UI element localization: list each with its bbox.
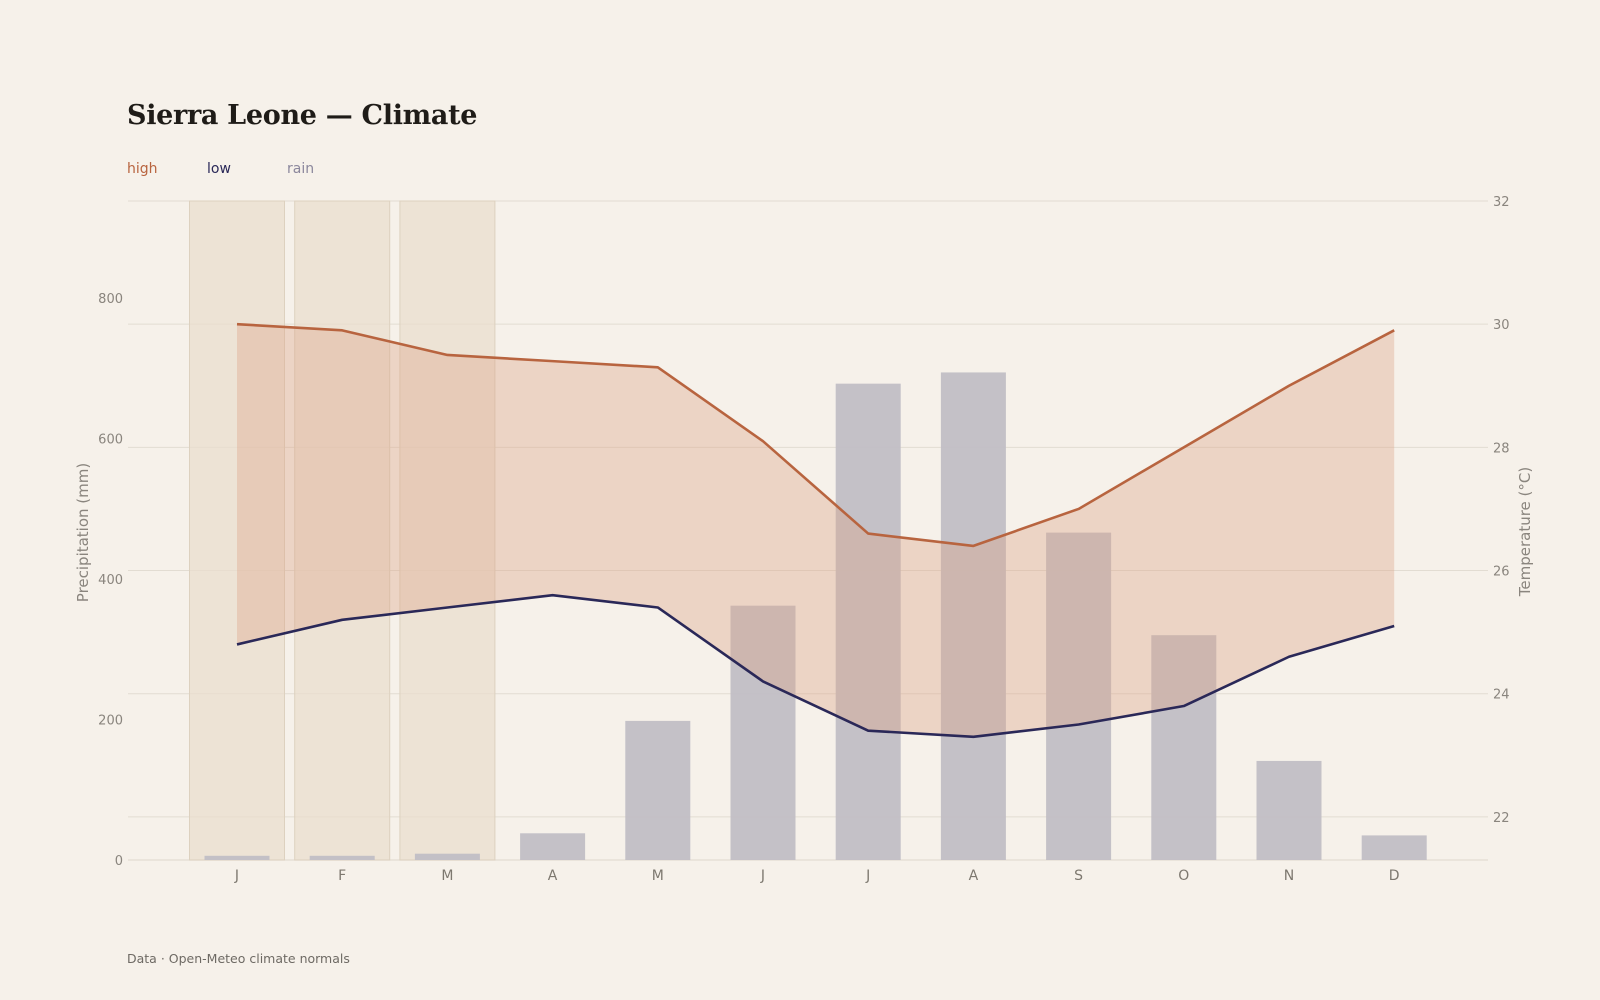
- x-tick-label: A: [969, 868, 979, 884]
- y-right-tick-label: 24: [1493, 688, 1510, 703]
- legend-rain: rain: [287, 161, 315, 177]
- rain-bar: [309, 855, 375, 860]
- y-right-tick-label: 22: [1493, 811, 1510, 826]
- high-temperature-line: [236, 322, 1395, 548]
- x-tick-label: J: [234, 868, 239, 884]
- y-left-axis-title: Precipitation (mm): [74, 463, 92, 602]
- legend-high: high: [127, 161, 158, 177]
- high-low-area: [237, 324, 1395, 737]
- x-tick-label: O: [1178, 868, 1189, 884]
- axes: 0 200 400 600 800 22 24 26 28 30 32 J F M A M J J A S O N D Pre…: [74, 195, 1534, 884]
- y-right-axis-title: Temperature (°C): [1516, 467, 1534, 597]
- rain-bar: [730, 605, 796, 860]
- rain-bar: [520, 833, 586, 860]
- temperature-lines: [236, 322, 1395, 739]
- rain-bars: [204, 372, 1427, 860]
- rain-bar: [625, 720, 691, 860]
- x-tick-label: J: [865, 868, 870, 884]
- rain-bar: [204, 855, 270, 860]
- temperature-band: [237, 324, 1395, 737]
- y-left-tick-label: 600: [98, 432, 123, 447]
- data-source: Data · Open-Meteo climate normals: [127, 951, 350, 966]
- dry-season-band: [189, 200, 285, 861]
- dry-season-band: [399, 200, 496, 861]
- rain-bar: [835, 383, 901, 860]
- x-tick-label: M: [652, 868, 664, 884]
- y-left-tick-label: 0: [115, 854, 123, 869]
- rain-bar: [414, 853, 480, 860]
- y-right-tick-label: 26: [1493, 565, 1510, 580]
- dry-season-shading: [189, 200, 496, 861]
- legend-low: low: [207, 161, 231, 177]
- x-tick-label: S: [1074, 868, 1083, 884]
- y-right-tick-label: 30: [1493, 318, 1510, 333]
- x-tick-label: J: [760, 868, 765, 884]
- y-left-tick-label: 200: [98, 713, 123, 728]
- y-left-tick-label: 400: [98, 573, 123, 588]
- dry-season-band: [294, 200, 391, 861]
- rain-bar: [1256, 760, 1322, 860]
- y-right-tick-label: 28: [1493, 441, 1510, 456]
- chart-title: Sierra Leone — Climate: [127, 100, 478, 131]
- rain-bar: [940, 372, 1006, 860]
- x-tick-label: N: [1284, 868, 1294, 884]
- rain-bar: [1361, 835, 1427, 860]
- x-tick-label: D: [1389, 868, 1400, 884]
- y-left-tick-label: 800: [98, 292, 123, 307]
- rain-bar: [1151, 635, 1217, 860]
- legend: high low rain: [127, 161, 367, 177]
- x-tick-label: A: [548, 868, 558, 884]
- x-tick-label: M: [441, 868, 453, 884]
- y-right-tick-label: 32: [1493, 195, 1510, 210]
- rain-bar: [1046, 532, 1112, 860]
- low-temperature-line: [236, 593, 1395, 739]
- x-tick-label: F: [338, 868, 346, 884]
